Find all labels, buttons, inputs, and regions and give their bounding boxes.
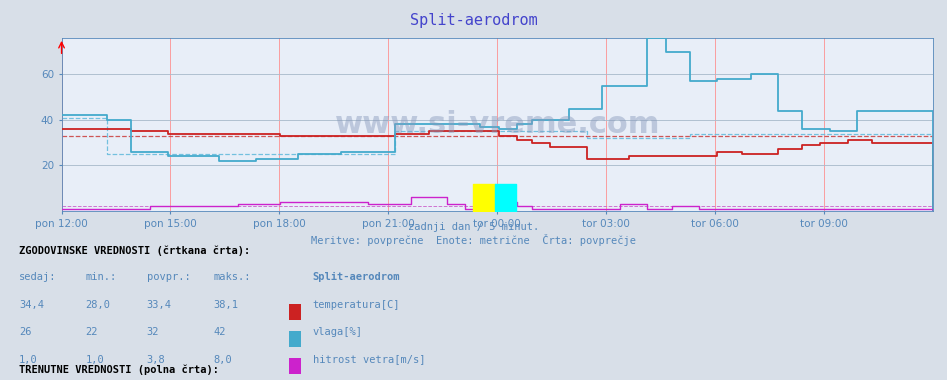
Text: Split-aerodrom: Split-aerodrom xyxy=(410,13,537,28)
Text: 28,0: 28,0 xyxy=(85,300,110,310)
Text: povpr.:: povpr.: xyxy=(147,272,190,282)
Text: 3,8: 3,8 xyxy=(147,355,166,364)
Text: 34,4: 34,4 xyxy=(19,300,44,310)
Text: hitrost vetra[m/s]: hitrost vetra[m/s] xyxy=(313,355,425,364)
Text: Meritve: povprečne  Enote: metrične  Črta: povprečje: Meritve: povprečne Enote: metrične Črta:… xyxy=(311,234,636,246)
Text: sedaj:: sedaj: xyxy=(19,272,57,282)
Text: 33,4: 33,4 xyxy=(147,300,171,310)
Text: Split-aerodrom: Split-aerodrom xyxy=(313,272,400,282)
Text: vlaga[%]: vlaga[%] xyxy=(313,327,363,337)
Text: zadnji dan / 5 minut.: zadnji dan / 5 minut. xyxy=(408,222,539,232)
Text: ZGODOVINSKE VREDNOSTI (črtkana črta):: ZGODOVINSKE VREDNOSTI (črtkana črta): xyxy=(19,245,250,256)
Text: 32: 32 xyxy=(147,327,159,337)
Text: 38,1: 38,1 xyxy=(213,300,238,310)
Text: 26: 26 xyxy=(19,327,31,337)
Text: 1,0: 1,0 xyxy=(85,355,104,364)
Text: 1,0: 1,0 xyxy=(19,355,38,364)
Text: min.:: min.: xyxy=(85,272,116,282)
Text: www.si-vreme.com: www.si-vreme.com xyxy=(334,110,660,139)
Text: maks.:: maks.: xyxy=(213,272,251,282)
Text: TRENUTNE VREDNOSTI (polna črta):: TRENUTNE VREDNOSTI (polna črta): xyxy=(19,364,219,375)
Text: temperatura[C]: temperatura[C] xyxy=(313,300,400,310)
Text: 22: 22 xyxy=(85,327,98,337)
Text: 42: 42 xyxy=(213,327,225,337)
Text: 8,0: 8,0 xyxy=(213,355,232,364)
